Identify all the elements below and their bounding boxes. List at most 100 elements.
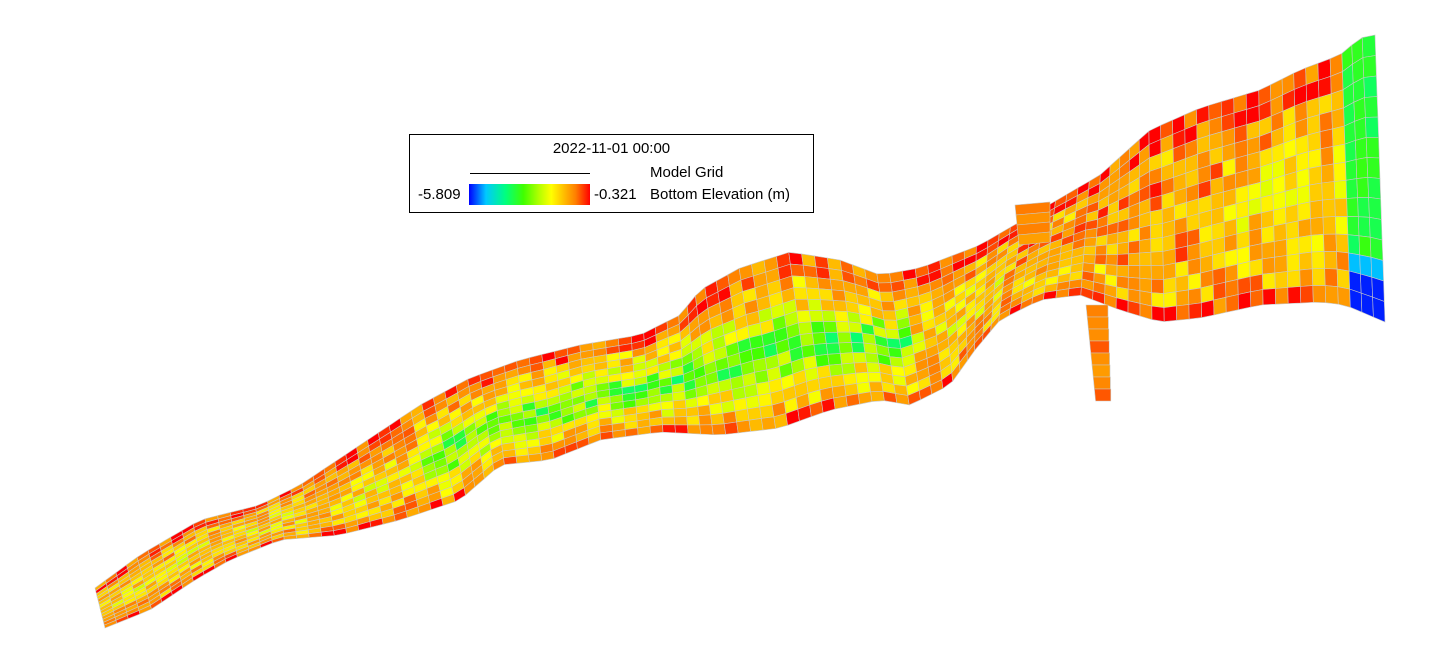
grid-cell <box>866 362 881 373</box>
grid-cell <box>1310 233 1325 253</box>
grid-cell <box>1151 292 1165 308</box>
grid-cell <box>877 282 893 293</box>
grid-cell <box>1128 240 1140 255</box>
grid-cell <box>612 429 626 439</box>
grid-cell <box>1286 253 1301 272</box>
grid-cell <box>1324 268 1339 288</box>
grid-cell <box>1323 233 1337 252</box>
grid-cell <box>1117 230 1130 244</box>
grid-cell <box>1319 128 1334 150</box>
grid-cell <box>838 342 854 354</box>
grid-cell <box>1117 241 1129 255</box>
grid-cell <box>528 453 543 463</box>
branch-cell <box>1017 231 1051 246</box>
grid-cell <box>1311 268 1326 286</box>
grid-cell <box>1262 272 1276 290</box>
grid-cell <box>1187 242 1201 262</box>
grid-cell <box>1299 268 1314 287</box>
grid-cell <box>825 342 841 355</box>
grid-cell <box>1324 285 1339 305</box>
grid-cell <box>757 392 773 408</box>
grid-cell <box>1139 238 1152 254</box>
grid-cell <box>805 287 821 301</box>
grid-cell <box>736 419 751 434</box>
grid-cell <box>722 410 737 425</box>
grid-cell <box>661 416 676 426</box>
grid-cell <box>841 362 856 376</box>
grid-cell <box>673 407 688 418</box>
grid-cell <box>1162 248 1176 266</box>
grid-cell <box>1362 55 1377 78</box>
grid-cell <box>886 337 902 349</box>
grid-cell <box>660 400 675 411</box>
grid-cell <box>1320 163 1335 184</box>
grid-cell <box>1348 252 1361 275</box>
tributary-cell <box>1092 376 1111 390</box>
grid-cell <box>685 406 700 417</box>
grid-cell <box>1225 279 1239 298</box>
grid-cell <box>1084 227 1098 239</box>
grid-cell <box>1358 235 1372 258</box>
grid-cell <box>1367 176 1382 200</box>
grid-cell <box>1105 254 1118 266</box>
grid-cell <box>1272 190 1286 211</box>
grid-cell <box>515 454 530 464</box>
grid-cell <box>1187 272 1202 291</box>
model-grid-line-swatch <box>470 173 590 174</box>
grid-cell <box>1355 157 1369 179</box>
grid-cell <box>1312 285 1327 304</box>
grid-cell <box>1274 271 1289 289</box>
grid-cell <box>798 321 813 335</box>
grid-cell <box>1149 195 1163 213</box>
grid-cell <box>1175 260 1189 278</box>
grid-cell <box>1106 243 1119 256</box>
grid-cell <box>1333 179 1348 200</box>
grid-cell <box>879 291 895 302</box>
grid-cell <box>1273 223 1287 242</box>
grid-cell <box>1139 265 1152 280</box>
grid-cell <box>842 372 858 386</box>
grid-cell <box>817 277 833 291</box>
grid-cell <box>1366 157 1381 179</box>
grid-cell <box>672 391 686 402</box>
grid-cell <box>1332 143 1346 165</box>
grid-cell <box>1308 148 1322 169</box>
grid-cell <box>857 391 873 405</box>
grid-cell <box>1307 131 1322 152</box>
grid-cell <box>761 416 776 431</box>
grid-cell <box>1274 255 1288 274</box>
grid-cell <box>1116 253 1129 266</box>
tributary-cell <box>1089 340 1110 354</box>
grid-cell <box>828 268 844 282</box>
grid-cell <box>1261 225 1275 244</box>
grid-cell <box>1297 218 1312 238</box>
grid-cell <box>1260 194 1274 214</box>
grid-cell <box>710 412 725 426</box>
grid-cell <box>1128 252 1141 266</box>
grid-cell <box>748 418 764 432</box>
grid-cell <box>802 264 818 279</box>
grid-cell <box>599 430 614 441</box>
grid-cell <box>1274 287 1289 305</box>
grid-cell <box>1357 196 1370 218</box>
grid-cell <box>1320 146 1334 167</box>
grid-cell <box>673 416 688 426</box>
grid-cell <box>833 395 848 410</box>
grid-cell <box>1323 251 1338 270</box>
grid-cell <box>1150 251 1164 267</box>
grid-cell <box>807 298 823 311</box>
tributary-cell <box>1091 364 1111 378</box>
grid-cell <box>1364 96 1379 118</box>
grid-cell <box>1095 244 1108 256</box>
colorbar <box>469 184 590 205</box>
grid-cell <box>1094 254 1107 265</box>
grid-cell <box>1163 291 1177 308</box>
grid-cell <box>1372 296 1386 323</box>
grid-cell <box>755 381 771 396</box>
grid-cell <box>686 415 701 426</box>
grid-cell <box>1150 265 1164 280</box>
grid-cell <box>1368 196 1382 220</box>
grid-cell <box>834 310 849 323</box>
grid-cell <box>699 424 714 436</box>
